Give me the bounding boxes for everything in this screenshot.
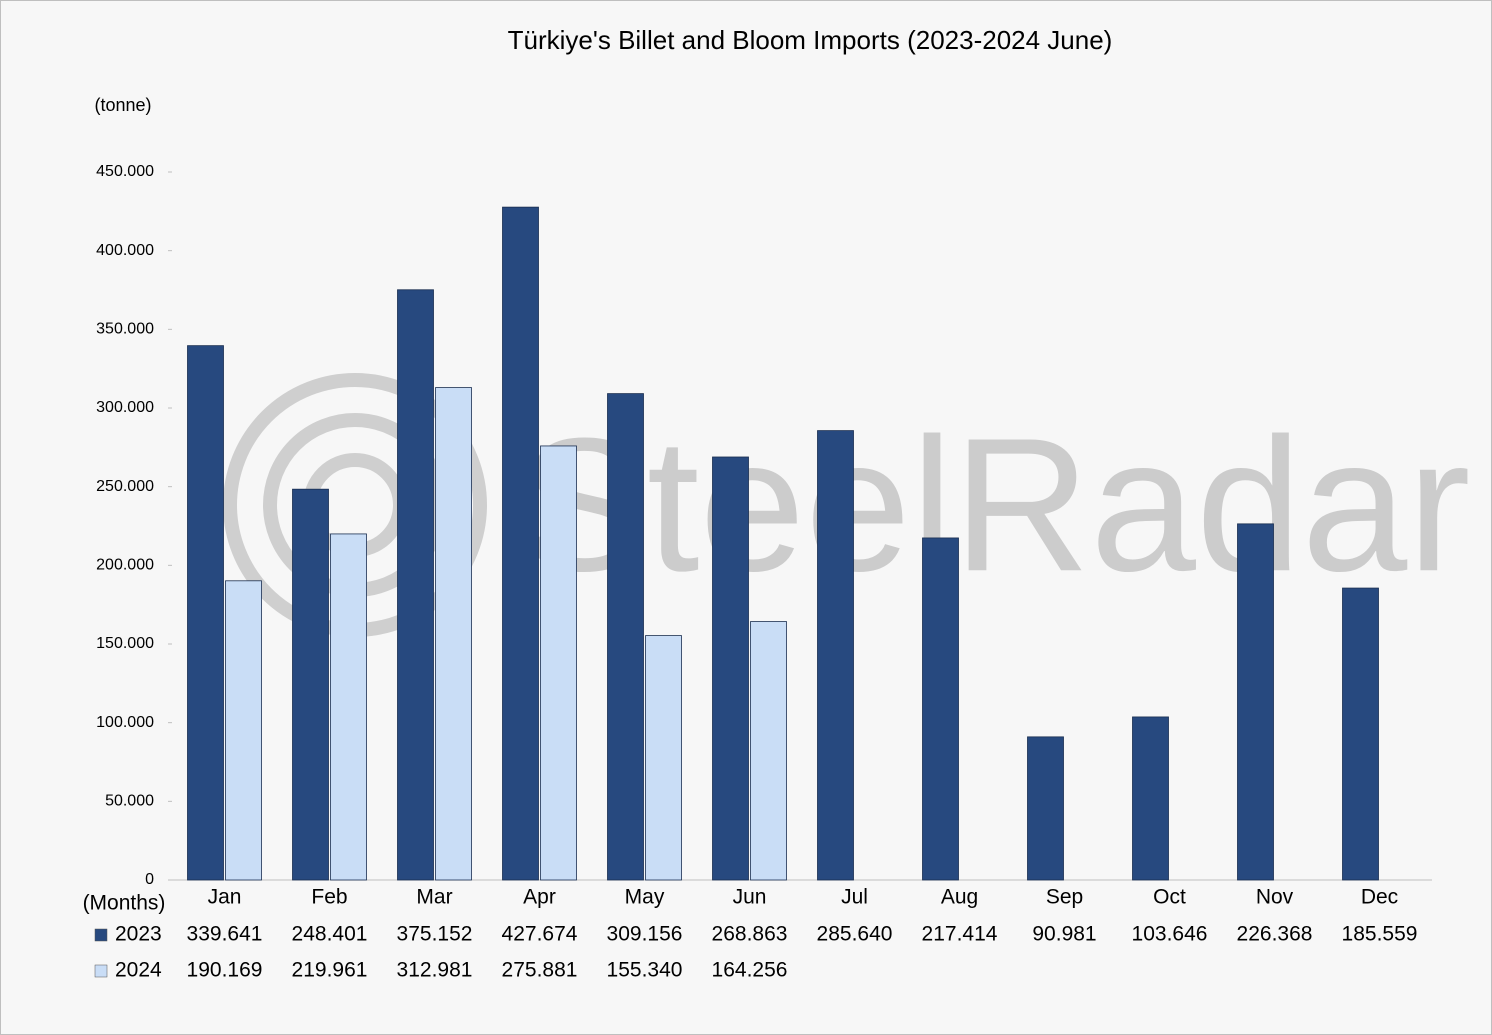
y-tick-label: 300.000 bbox=[96, 399, 154, 416]
table-value: 90.981 bbox=[1032, 923, 1096, 946]
bar bbox=[750, 621, 787, 881]
x-tick-label: Jun bbox=[733, 886, 767, 909]
table-value: 268.863 bbox=[712, 923, 788, 946]
y-tick-label: 400.000 bbox=[96, 242, 154, 259]
table-value: 185.559 bbox=[1342, 923, 1418, 946]
table-value: 226.368 bbox=[1237, 923, 1313, 946]
table-value: 427.674 bbox=[502, 923, 578, 946]
x-tick-label: Apr bbox=[523, 886, 556, 909]
bar bbox=[540, 445, 577, 881]
bar bbox=[1342, 587, 1379, 881]
bar bbox=[330, 533, 367, 881]
table-value: 309.156 bbox=[607, 923, 683, 946]
table-value: 248.401 bbox=[292, 923, 368, 946]
table-value: 375.152 bbox=[397, 923, 473, 946]
table-value: 190.169 bbox=[187, 959, 263, 982]
legend-label: 2024 bbox=[115, 959, 162, 982]
x-tick-label: Jan bbox=[208, 886, 242, 909]
x-tick-label: Mar bbox=[416, 886, 452, 909]
bar bbox=[1237, 523, 1274, 881]
table-value: 217.414 bbox=[922, 923, 998, 946]
y-tick-label: 150.000 bbox=[96, 635, 154, 652]
table-value: 164.256 bbox=[712, 959, 788, 982]
table-value: 275.881 bbox=[502, 959, 578, 982]
y-tick-label: 0 bbox=[145, 871, 154, 888]
bar bbox=[817, 430, 854, 881]
x-tick-label: Nov bbox=[1256, 886, 1294, 909]
legend-swatch bbox=[94, 964, 108, 978]
bar bbox=[292, 488, 329, 881]
y-tick-label: 450.000 bbox=[96, 163, 154, 180]
table-value: 312.981 bbox=[397, 959, 473, 982]
x-tick-label: Sep bbox=[1046, 886, 1083, 909]
x-tick-label: Aug bbox=[941, 886, 978, 909]
y-tick-label: 50.000 bbox=[105, 793, 154, 810]
x-axis-label: (Months) bbox=[83, 892, 166, 915]
bar bbox=[712, 456, 749, 881]
table-value: 339.641 bbox=[187, 923, 263, 946]
x-tick-label: May bbox=[625, 886, 665, 909]
x-tick-label: Oct bbox=[1153, 886, 1186, 909]
y-tick-label: 250.000 bbox=[96, 478, 154, 495]
bar bbox=[645, 635, 682, 881]
x-tick-label: Dec bbox=[1361, 886, 1398, 909]
bar bbox=[187, 345, 224, 881]
bar bbox=[225, 580, 262, 881]
bar bbox=[502, 206, 539, 881]
table-value: 219.961 bbox=[292, 959, 368, 982]
chart-title: Türkiye's Billet and Bloom Imports (2023… bbox=[508, 25, 1113, 55]
bar bbox=[922, 537, 959, 881]
x-tick-label: Feb bbox=[311, 886, 347, 909]
bar bbox=[1132, 716, 1169, 881]
bar bbox=[607, 393, 644, 881]
y-tick-label: 100.000 bbox=[96, 714, 154, 731]
watermark: SteelRadar bbox=[520, 399, 1471, 611]
table-value: 285.640 bbox=[817, 923, 893, 946]
bar bbox=[1027, 736, 1064, 881]
legend-label: 2023 bbox=[115, 923, 162, 946]
table-value: 103.646 bbox=[1132, 923, 1208, 946]
x-tick-label: Jul bbox=[841, 886, 868, 909]
y-tick-label: 200.000 bbox=[96, 557, 154, 574]
legend-swatch bbox=[94, 928, 108, 942]
bar bbox=[397, 289, 434, 881]
bar bbox=[435, 387, 472, 881]
y-tick-label: 350.000 bbox=[96, 321, 154, 338]
table-value: 155.340 bbox=[607, 959, 683, 982]
y-axis-label: (tonne) bbox=[94, 95, 151, 115]
